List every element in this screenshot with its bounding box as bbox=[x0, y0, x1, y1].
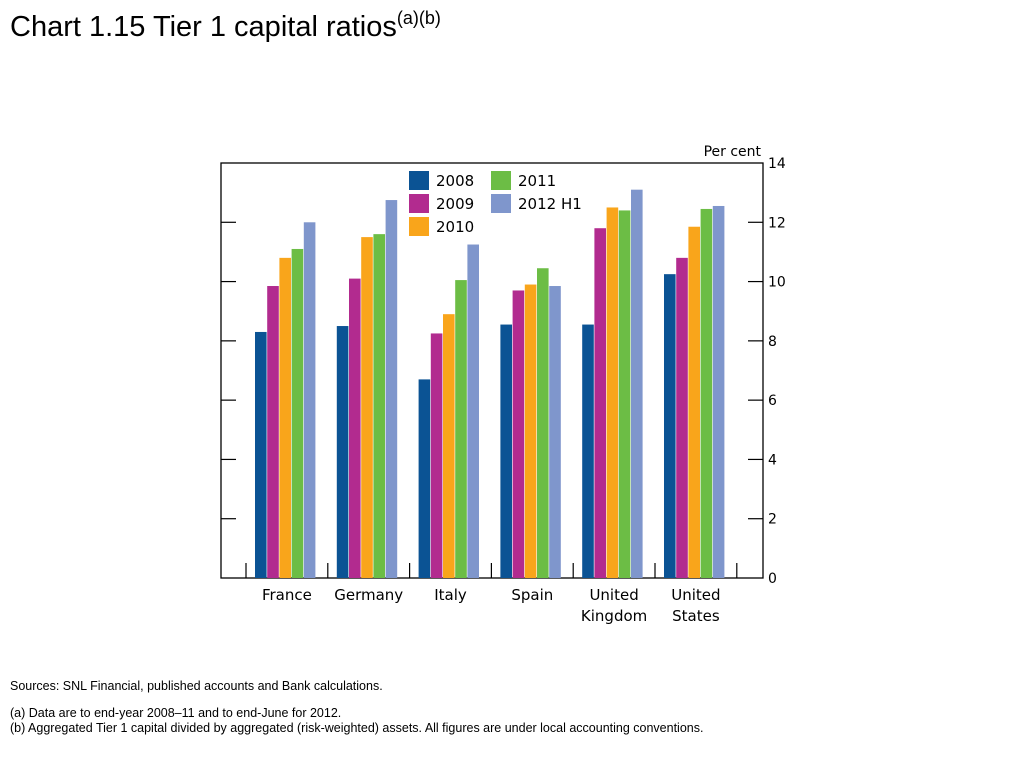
bar-2009 bbox=[676, 257, 688, 578]
y-tick-label: 8 bbox=[768, 334, 777, 350]
bar-2012-h1 bbox=[549, 286, 561, 578]
chart-title-note-refs: (a)(b) bbox=[396, 8, 441, 28]
y-tick-label: 6 bbox=[768, 393, 777, 409]
x-category-label: France bbox=[262, 586, 312, 604]
chart-title: Chart 1.15 Tier 1 capital ratios(a)(b) bbox=[10, 8, 441, 44]
legend-swatch bbox=[409, 194, 429, 213]
bar-2012-h1 bbox=[467, 244, 479, 578]
bar-2009 bbox=[594, 228, 606, 578]
legend-swatch bbox=[409, 171, 429, 190]
x-category-label: Kingdom bbox=[581, 607, 647, 625]
x-category-label: Spain bbox=[511, 586, 553, 604]
bar-2008 bbox=[582, 324, 594, 578]
bar-2010 bbox=[361, 237, 373, 578]
y-axis-label: Per cent bbox=[704, 144, 762, 160]
legend-swatch bbox=[491, 194, 511, 213]
footnote-a: (a) Data are to end-year 2008–11 and to … bbox=[10, 706, 342, 720]
x-category-label: United bbox=[671, 586, 720, 604]
y-tick-label: 12 bbox=[768, 215, 786, 231]
bar-2008 bbox=[664, 274, 676, 578]
bar-2011 bbox=[537, 268, 549, 578]
bar-2012-h1 bbox=[631, 189, 643, 578]
x-category-label: United bbox=[589, 586, 638, 604]
legend-label: 2012 H1 bbox=[518, 195, 582, 213]
bar-2010 bbox=[443, 314, 455, 578]
bar-2008 bbox=[418, 379, 431, 578]
footnote-b: (b) Aggregated Tier 1 capital divided by… bbox=[10, 721, 704, 735]
bar-2009 bbox=[430, 333, 443, 578]
bar-2011 bbox=[455, 280, 467, 578]
x-category-label: Italy bbox=[434, 586, 467, 604]
legend-label: 2010 bbox=[436, 218, 474, 236]
legend-label: 2008 bbox=[436, 172, 474, 190]
bar-2011 bbox=[373, 234, 385, 578]
y-tick-label: 14 bbox=[768, 156, 786, 172]
bar-2009 bbox=[512, 290, 525, 578]
y-tick-label: 10 bbox=[768, 275, 786, 291]
bar-2008 bbox=[336, 326, 349, 578]
bar-2012-h1 bbox=[385, 200, 398, 578]
bar-2011 bbox=[618, 210, 631, 578]
legend-label: 2011 bbox=[518, 172, 556, 190]
bar-2012-h1 bbox=[712, 205, 725, 578]
y-tick-label: 4 bbox=[768, 452, 777, 468]
x-category-label: States bbox=[672, 607, 720, 625]
bar-2009 bbox=[267, 286, 279, 578]
y-tick-label: 0 bbox=[768, 571, 777, 587]
bar-2010 bbox=[606, 207, 619, 578]
legend-swatch bbox=[491, 171, 511, 190]
bar-2008 bbox=[255, 331, 267, 578]
legend-label: 2009 bbox=[436, 195, 474, 213]
legend-swatch bbox=[409, 217, 429, 236]
bar-2011 bbox=[700, 208, 713, 579]
bar-2010 bbox=[279, 257, 291, 578]
bar-2009 bbox=[349, 278, 361, 578]
chart-title-text: Chart 1.15 Tier 1 capital ratios bbox=[10, 11, 397, 43]
bar-2011 bbox=[291, 248, 304, 578]
bar-2010 bbox=[524, 284, 537, 578]
bar-2010 bbox=[688, 226, 700, 578]
y-tick-label: 2 bbox=[768, 512, 777, 528]
sources-note: Sources: SNL Financial, published accoun… bbox=[10, 679, 383, 693]
bar-2012-h1 bbox=[303, 222, 316, 579]
bar-2008 bbox=[500, 324, 512, 578]
chart-notes: Sources: SNL Financial, published accoun… bbox=[10, 679, 703, 736]
x-category-label: Germany bbox=[334, 586, 403, 604]
